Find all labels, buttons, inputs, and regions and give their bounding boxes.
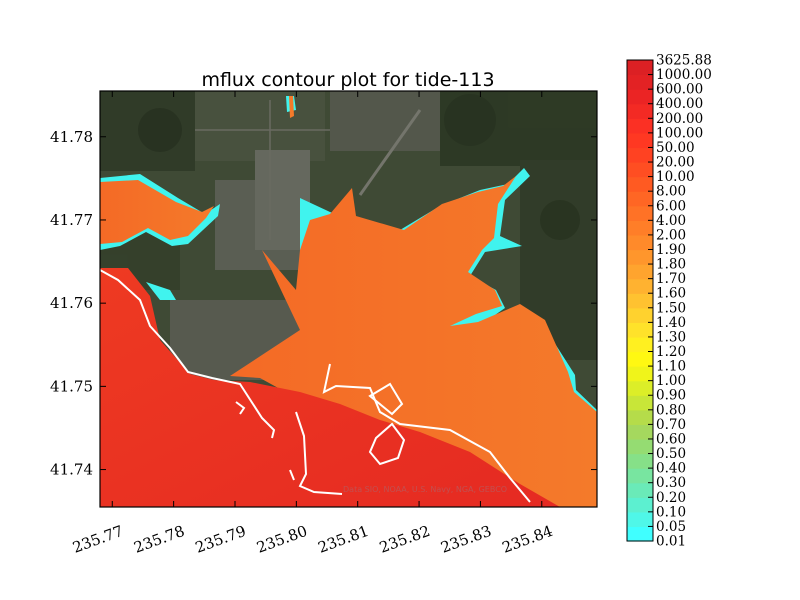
- colorbar-band: [627, 322, 653, 338]
- colorbar-label: 4.00: [656, 213, 686, 229]
- y-tick-label: 41.76: [50, 294, 93, 312]
- colorbar-band: [627, 351, 653, 367]
- colorbar-label: 2.00: [656, 227, 686, 243]
- land-texture: [100, 91, 597, 380]
- colorbar-label: 0.80: [656, 402, 686, 418]
- y-tick-label: 41.74: [50, 461, 93, 479]
- colorbar-label: 0.60: [656, 431, 686, 447]
- colorbar-band: [627, 511, 653, 528]
- colorbar-band: [627, 118, 653, 134]
- colorbar-band: [627, 468, 653, 484]
- colorbar-label: 1.90: [656, 242, 686, 258]
- colorbar-band: [627, 205, 653, 221]
- y-tick-label: 41.75: [50, 377, 93, 395]
- x-tick-label: 235.82: [377, 522, 432, 557]
- x-tick-label: 235.81: [316, 522, 371, 557]
- colorbar-band: [627, 497, 653, 513]
- x-tick-label: 235.77: [70, 522, 125, 557]
- colorbar-label: 0.50: [656, 446, 686, 462]
- colorbar-label: 6.00: [656, 198, 686, 214]
- x-tick-label: 235.84: [500, 522, 555, 557]
- axes-frame: [99, 90, 598, 508]
- colorbar-band: [627, 336, 653, 353]
- colorbar-label: 1.10: [656, 359, 686, 375]
- colorbar-band: [627, 191, 653, 207]
- colorbar-band: [627, 103, 653, 119]
- x-tick-label: 235.78: [132, 522, 187, 557]
- colorbar-band: [627, 74, 653, 90]
- colorbar-band: [627, 366, 653, 382]
- colorbar-band: [627, 307, 653, 323]
- colorbar-band: [627, 438, 653, 455]
- colorbar-label: 400.00: [656, 96, 703, 112]
- colorbar-band: [627, 132, 653, 149]
- flux-field-bay: [100, 180, 214, 244]
- colorbar-band: [627, 278, 653, 294]
- flux-field-channel: [289, 96, 294, 118]
- colorbar-label: 1.60: [656, 286, 686, 302]
- colorbar-label: 1.40: [656, 315, 686, 331]
- chart-title: mflux contour plot for tide-113: [201, 69, 494, 91]
- colorbar: [627, 60, 653, 542]
- x-tick-label: 235.80: [254, 522, 309, 557]
- colorbar-label: 20.00: [656, 155, 695, 171]
- colorbar-label: 0.90: [656, 388, 686, 404]
- colorbar-band: [627, 234, 653, 251]
- x-tick-label: 235.79: [193, 522, 248, 557]
- x-tick-label: 235.83: [438, 522, 493, 557]
- colorbar-label: 0.70: [656, 417, 686, 433]
- colorbar-band: [627, 293, 653, 309]
- colorbar-band: [627, 176, 653, 192]
- colorbar-band: [627, 220, 653, 236]
- colorbar-band: [627, 264, 653, 280]
- colorbar-band: [627, 424, 653, 440]
- coastline: [100, 269, 531, 503]
- y-axis: 41.74 41.75 41.76 41.77 41.78: [50, 128, 597, 479]
- colorbar-label: 100.00: [656, 125, 703, 141]
- plot-area: Data SIO, NOAA, U.S. Navy, NGA, GEBCO: [100, 91, 597, 507]
- flux-field-ocean: [100, 268, 560, 507]
- colorbar-label: 0.05: [656, 519, 686, 535]
- colorbar-label: 8.00: [656, 184, 686, 200]
- colorbar-label: 0.20: [656, 490, 686, 506]
- colorbar-label: 10.00: [656, 169, 695, 185]
- colorbar-label: 1.50: [656, 300, 686, 316]
- basemap-credit: Data SIO, NOAA, U.S. Navy, NGA, GEBCO: [343, 485, 507, 494]
- colorbar-label: 1.30: [656, 329, 686, 345]
- colorbar-label: 50.00: [656, 140, 695, 156]
- colorbar-band: [627, 526, 653, 542]
- colorbar-label: 600.00: [656, 82, 703, 98]
- colorbar-label: 0.01: [656, 534, 686, 550]
- colorbar-band: [627, 409, 653, 425]
- colorbar-band: [627, 380, 653, 396]
- colorbar-label: 1.00: [656, 373, 686, 389]
- colorbar-band: [627, 147, 653, 163]
- colorbar-label: 0.10: [656, 504, 686, 520]
- colorbar-band: [627, 249, 653, 265]
- y-tick-label: 41.78: [50, 128, 93, 146]
- colorbar-frame: [626, 59, 654, 542]
- flux-field-bay: [230, 176, 597, 507]
- colorbar-band: [627, 395, 653, 411]
- colorbar-label: 0.30: [656, 475, 686, 491]
- colorbar-band: [627, 482, 653, 498]
- colorbar-band: [627, 453, 653, 469]
- y-tick-label: 41.77: [50, 211, 93, 229]
- colorbar-band: [627, 89, 653, 105]
- colorbar-label: 1000.00: [656, 67, 712, 83]
- colorbar-label: 1.80: [656, 257, 686, 273]
- colorbar-label: 1.20: [656, 344, 686, 360]
- colorbar-label: 200.00: [656, 111, 703, 127]
- colorbar-label: 0.40: [656, 461, 686, 477]
- colorbar-label: 3625.88: [656, 53, 712, 69]
- colorbar-band: [627, 162, 653, 178]
- colorbar-label: 1.70: [656, 271, 686, 287]
- colorbar-band: [627, 60, 653, 76]
- colorbar-labels: 0.010.050.100.200.300.400.500.600.700.80…: [648, 53, 712, 550]
